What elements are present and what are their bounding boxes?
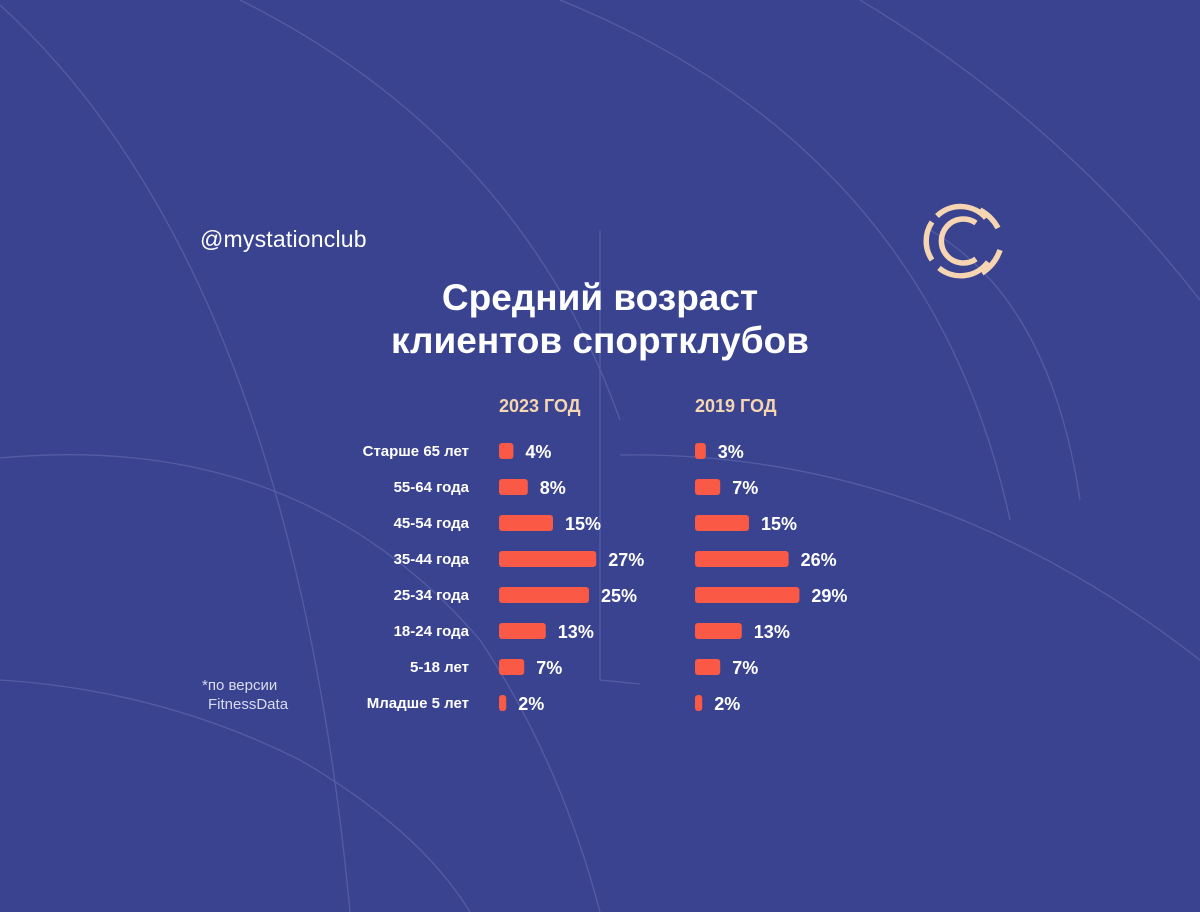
category-label: Младше 5 лет [367,695,469,712]
bar-2019 [695,659,721,675]
bar-2019 [695,479,721,495]
data-label: 25% [601,586,637,606]
bar-2019 [695,623,742,639]
bar-2023 [499,695,507,711]
data-label: 15% [565,514,601,534]
chart-title-line1: Средний возраст [441,277,759,318]
bar-2023 [499,479,528,495]
data-label: 26% [801,550,837,570]
chart-title-line2: клиентов спортклубов [391,320,809,361]
bar-2023 [499,623,546,639]
bar-2019 [695,515,749,531]
data-label: 2% [518,694,544,714]
data-label: 15% [761,514,797,534]
bar-2019 [695,695,703,711]
bar-2023 [499,551,597,567]
bar-2019 [695,587,800,603]
data-label: 7% [732,478,758,498]
category-label: 55-64 года [394,479,470,496]
data-label: 7% [732,658,758,678]
data-label: 27% [608,550,644,570]
data-label: 29% [811,586,847,606]
data-label: 13% [558,622,594,642]
bar-2023 [499,443,514,459]
bar-2019 [695,551,789,567]
series-header-2023: 2023 ГОД [499,396,581,416]
category-label: Старше 65 лет [363,443,469,460]
source-footnote: *по версии FitnessData [202,676,288,714]
bar-2023 [499,515,553,531]
bar-2023 [499,587,589,603]
data-label: 7% [536,658,562,678]
data-label: 4% [525,442,551,462]
footnote-line1: *по версии [202,677,278,694]
category-label: 35-44 года [394,551,470,568]
category-label: 5-18 лет [410,659,469,676]
category-label: 45-54 года [394,515,470,532]
data-label: 8% [540,478,566,498]
data-label: 3% [718,442,744,462]
series-header-2019: 2019 ГОД [695,396,777,416]
category-label: 18-24 года [394,623,470,640]
brand-handle: @mystationclub [200,226,367,252]
footnote-line2: FitnessData [208,696,289,713]
data-label: 2% [714,694,740,714]
bar-2019 [695,443,706,459]
bar-2023 [499,659,525,675]
station-logo-icon [923,203,1003,279]
data-label: 13% [754,622,790,642]
category-label: 25-34 года [394,587,470,604]
